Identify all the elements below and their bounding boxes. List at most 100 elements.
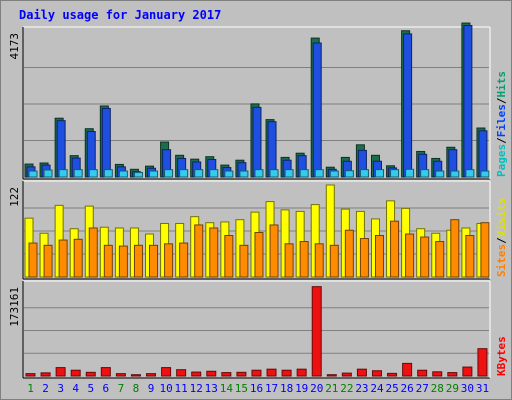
bar-bottom-kbytes-day-29 — [447, 372, 458, 377]
bar-top-pages-day-13 — [209, 169, 219, 178]
panel-top-legend: Pages/Files/Hits — [495, 71, 508, 177]
bar-top-pages-day-28 — [435, 170, 445, 178]
bar-middle-sites-day-26 — [405, 233, 415, 278]
bar-bottom-kbytes-day-19 — [296, 368, 307, 377]
panel-bottom-ymax-label: 173161 — [8, 287, 21, 327]
bar-middle-sites-day-4 — [73, 238, 83, 278]
panel-middle-legend: Sites/Visits — [495, 198, 508, 278]
bar-bottom-kbytes-day-15 — [236, 371, 247, 377]
bar-bottom-kbytes-day-13 — [206, 370, 217, 377]
x-tick-label-day-11: 11 — [175, 382, 188, 395]
x-tick-label-day-22: 22 — [340, 382, 353, 395]
x-tick-label-day-23: 23 — [355, 382, 368, 395]
chart-title: Daily usage for January 2017 — [19, 8, 221, 22]
bar-middle-sites-day-15 — [239, 244, 249, 278]
bar-bottom-kbytes-day-23 — [356, 368, 367, 377]
bar-bottom-kbytes-day-12 — [191, 371, 202, 377]
x-tick-label-day-17: 17 — [265, 382, 278, 395]
bar-bottom-kbytes-day-27 — [417, 369, 428, 377]
bar-middle-sites-day-16 — [254, 232, 264, 278]
bar-top-files-day-20 — [312, 42, 322, 178]
x-tick-label-day-16: 16 — [250, 382, 263, 395]
bar-middle-sites-day-8 — [133, 244, 143, 278]
bar-bottom-kbytes-day-11 — [176, 369, 187, 377]
bar-top-pages-day-15 — [239, 170, 249, 178]
bar-middle-sites-day-18 — [284, 243, 294, 278]
legend-entry-sites: Sites — [495, 244, 508, 277]
bar-middle-sites-day-9 — [149, 244, 159, 278]
x-tick-label-day-5: 5 — [87, 382, 94, 395]
bar-bottom-kbytes-day-3 — [55, 367, 66, 377]
bar-top-pages-day-29 — [450, 170, 460, 178]
bar-top-pages-day-23 — [359, 169, 369, 178]
panel-top-ymax-label: 4173 — [8, 33, 21, 60]
x-tick-label-day-27: 27 — [416, 382, 429, 395]
x-tick-label-day-13: 13 — [205, 382, 218, 395]
bar-bottom-kbytes-day-28 — [432, 371, 443, 377]
legend-entry-pages: Pages — [495, 144, 508, 177]
bar-top-pages-day-20 — [314, 169, 324, 178]
bar-top-pages-day-16 — [254, 169, 264, 178]
bar-top-pages-day-25 — [390, 169, 400, 178]
bar-bottom-kbytes-day-10 — [161, 367, 172, 377]
x-tick-label-day-2: 2 — [42, 382, 49, 395]
bar-top-pages-day-3 — [58, 169, 68, 178]
bar-middle-sites-day-11 — [179, 242, 189, 278]
bar-top-pages-day-18 — [284, 169, 294, 178]
bar-middle-sites-day-1 — [28, 242, 38, 278]
bar-top-pages-day-21 — [329, 170, 339, 178]
x-tick-label-day-26: 26 — [401, 382, 414, 395]
bar-bottom-kbytes-day-24 — [371, 370, 382, 377]
bar-middle-sites-day-22 — [344, 229, 354, 278]
bar-middle-sites-day-13 — [209, 227, 219, 278]
legend-entry-files: Files — [495, 104, 508, 137]
bar-middle-sites-day-7 — [118, 245, 128, 278]
x-tick-label-day-18: 18 — [280, 382, 293, 395]
bar-top-files-day-17 — [267, 121, 277, 178]
bar-top-pages-day-1 — [28, 170, 38, 178]
bar-bottom-kbytes-day-25 — [387, 372, 398, 377]
x-tick-label-day-7: 7 — [118, 382, 125, 395]
bar-middle-sites-day-6 — [103, 244, 113, 278]
bar-bottom-kbytes-day-17 — [266, 368, 277, 377]
bar-top-files-day-16 — [252, 106, 262, 178]
x-tick-label-day-9: 9 — [148, 382, 155, 395]
bar-bottom-kbytes-day-1 — [25, 373, 36, 377]
bar-top-pages-day-27 — [420, 169, 430, 178]
legend-entry-separator: / — [495, 97, 508, 104]
bar-middle-sites-day-12 — [194, 224, 204, 278]
bar-top-pages-day-14 — [224, 170, 234, 178]
bar-middle-sites-day-10 — [164, 243, 174, 278]
bar-top-pages-day-6 — [103, 169, 113, 178]
bar-bottom-kbytes-day-30 — [462, 366, 473, 377]
bar-bottom-kbytes-day-2 — [40, 372, 51, 377]
bar-middle-sites-day-20 — [314, 243, 324, 278]
bar-top-pages-day-11 — [179, 169, 189, 178]
bar-top-files-day-26 — [403, 33, 413, 178]
x-tick-label-day-8: 8 — [133, 382, 140, 395]
x-tick-label-day-3: 3 — [57, 382, 64, 395]
bar-middle-sites-day-24 — [374, 235, 384, 278]
bar-bottom-kbytes-day-26 — [402, 362, 413, 377]
panel-middle-ymax-label: 122 — [8, 187, 21, 207]
bar-bottom-kbytes-day-4 — [70, 369, 81, 377]
x-tick-label-day-28: 28 — [431, 382, 444, 395]
x-tick-label-day-21: 21 — [325, 382, 338, 395]
bar-middle-sites-day-29 — [450, 219, 460, 278]
x-tick-label-day-1: 1 — [27, 382, 34, 395]
x-tick-label-day-20: 20 — [310, 382, 323, 395]
bar-bottom-kbytes-day-21 — [326, 374, 337, 377]
bar-middle-sites-day-25 — [390, 220, 400, 278]
bar-middle-sites-day-21 — [329, 244, 339, 278]
bar-middle-sites-day-19 — [299, 241, 309, 278]
bar-bottom-kbytes-day-18 — [281, 369, 292, 377]
bar-top-pages-day-22 — [344, 170, 354, 178]
bar-top-pages-day-5 — [88, 169, 98, 178]
bar-bottom-kbytes-day-8 — [130, 374, 141, 377]
legend-entry-visits: Visits — [495, 198, 508, 238]
bar-top-pages-day-31 — [480, 170, 490, 178]
x-tick-label-day-4: 4 — [72, 382, 79, 395]
bar-top-pages-day-10 — [164, 169, 174, 178]
x-tick-label-day-31: 31 — [476, 382, 489, 395]
